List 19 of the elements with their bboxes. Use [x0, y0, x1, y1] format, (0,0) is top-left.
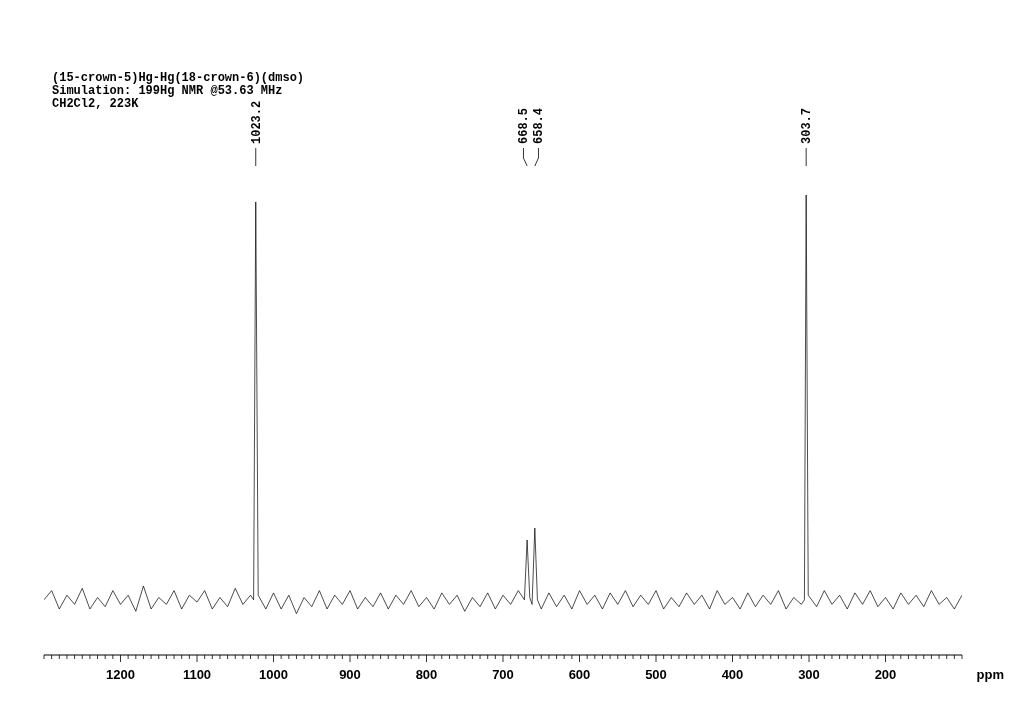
text: CH2Cl2, 223K: [52, 97, 139, 111]
x-tick-label: 300: [798, 667, 820, 682]
annotation: 303.7: [800, 107, 815, 144]
x-tick-label: 600: [568, 667, 591, 682]
annotation: 1023.2: [249, 100, 264, 144]
x-tick-label: 700: [492, 667, 514, 682]
x-tick-label: 1000: [259, 667, 288, 682]
annotation: 658.4: [532, 107, 547, 144]
annotation: 668.5: [517, 107, 532, 144]
x-tick-label: 1200: [106, 667, 135, 682]
x-tick-label: 200: [874, 667, 897, 682]
x-tick-label: 400: [721, 667, 744, 682]
chart-title: (15-crown-5)Hg-Hg(18-crown-6)(dmso): [52, 71, 305, 85]
chart-subtitle: Simulation: 199Hg NMR @53.63 MHz: [52, 84, 284, 98]
x-tick-label: 800: [415, 667, 438, 682]
x-tick-label: 500: [645, 667, 667, 682]
x-axis-title: ppm: [976, 667, 1004, 682]
x-tick-label: 900: [339, 667, 361, 682]
x-tick-label: 1100: [182, 667, 212, 682]
